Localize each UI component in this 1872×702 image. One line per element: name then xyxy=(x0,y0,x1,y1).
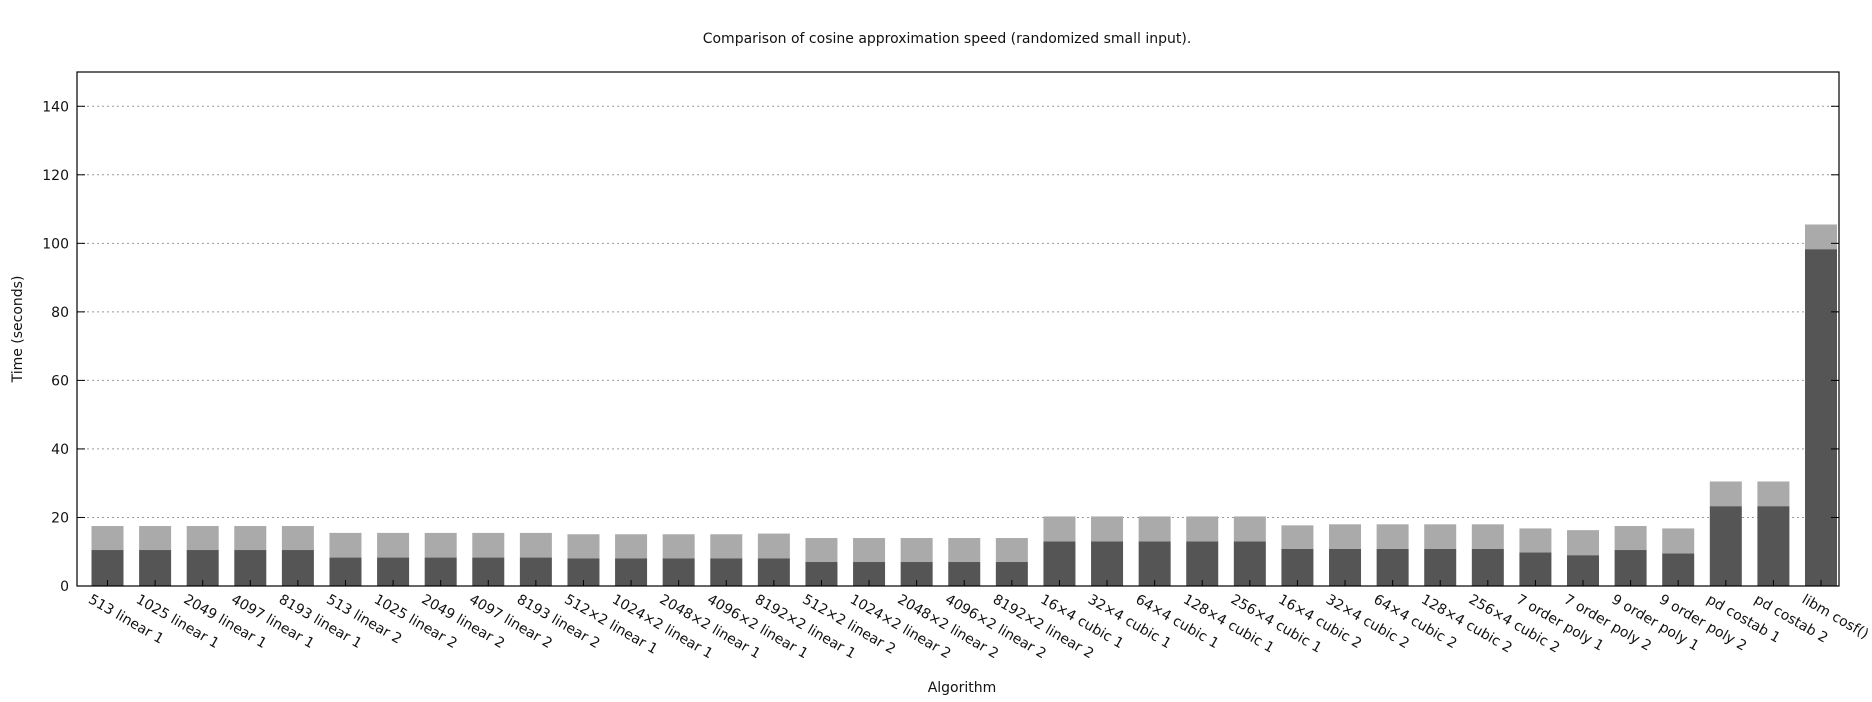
bar-segment-upper xyxy=(1757,481,1790,507)
bar-segment-upper xyxy=(1138,516,1171,542)
bar-segment-lower xyxy=(1186,541,1219,586)
y-axis-label: Time (seconds) xyxy=(10,276,26,384)
bar-segment-lower xyxy=(900,562,933,586)
y-tick-label: 20 xyxy=(51,510,69,526)
bar-segment-upper xyxy=(329,532,362,558)
bar-segment-upper xyxy=(472,532,505,558)
bar-segment-lower xyxy=(995,562,1028,586)
bar-segment-upper xyxy=(1424,524,1457,549)
bar-segment-upper xyxy=(1709,481,1742,507)
bar-segment-upper xyxy=(805,538,838,563)
bar-segment-lower xyxy=(1757,506,1790,586)
bar-segment-upper xyxy=(519,532,552,558)
y-tick-label: 40 xyxy=(51,442,69,458)
bar-segment-upper xyxy=(615,534,648,559)
bar-segment-upper xyxy=(1233,516,1266,542)
bar-segment-upper xyxy=(1091,516,1124,542)
bar-segment-lower xyxy=(1043,541,1076,586)
bar-segment-lower xyxy=(1471,548,1504,586)
bar-segment-lower xyxy=(1709,506,1742,586)
bar-segment-lower xyxy=(1805,249,1837,586)
bar-segment-upper xyxy=(1614,526,1647,551)
chart-title: Comparison of cosine approximation speed… xyxy=(703,31,1192,47)
y-tick-label: 120 xyxy=(42,168,69,184)
bar-segment-lower xyxy=(1329,548,1362,586)
bar-segment-upper xyxy=(91,526,124,551)
bar-segment-upper xyxy=(234,526,267,551)
bar-segment-upper xyxy=(710,534,743,559)
bar-segment-lower xyxy=(1376,548,1409,586)
bar-segment-lower xyxy=(1233,541,1266,586)
bar-segment-upper xyxy=(1662,528,1695,554)
bar-segment-upper xyxy=(377,532,410,558)
bar-segment-upper xyxy=(1329,524,1362,549)
bar-segment-lower xyxy=(1138,541,1171,586)
bar-segment-upper xyxy=(948,538,981,563)
y-tick-label: 60 xyxy=(51,373,69,389)
bar-segment-lower xyxy=(853,562,886,586)
bar-segment-upper xyxy=(1376,524,1409,549)
bar-segment-upper xyxy=(662,534,695,559)
bar-segment-upper xyxy=(900,538,933,563)
bar-segment-lower xyxy=(948,562,981,586)
bar-segment-upper xyxy=(567,534,600,559)
plot-frame xyxy=(76,71,1840,587)
bar-segment-lower xyxy=(1091,541,1124,586)
bar-segment-upper xyxy=(757,533,790,559)
bar-segment-upper xyxy=(995,538,1028,563)
bar-segment-upper xyxy=(1471,524,1504,549)
bar-segment-upper xyxy=(139,526,172,551)
bar-segment-upper xyxy=(1519,528,1552,553)
bar-segment-lower xyxy=(1281,548,1314,586)
bar-segment-upper xyxy=(1805,224,1837,250)
y-tick-label: 140 xyxy=(42,99,69,115)
bar-segment-lower xyxy=(805,562,838,586)
x-axis-label: Algorithm xyxy=(928,680,997,696)
bar-segment-upper xyxy=(1186,516,1219,542)
y-tick-label: 0 xyxy=(60,579,69,595)
bar-segment-upper xyxy=(1281,525,1314,549)
bar-segment-upper xyxy=(853,538,886,563)
y-axis-ticks: 0 20 40 60 80 100 120 140 xyxy=(42,99,1839,595)
bar-segment-upper xyxy=(424,532,457,558)
gridlines xyxy=(77,105,1839,518)
bar-segment-upper xyxy=(186,526,219,551)
bar-segment-upper xyxy=(1043,516,1076,542)
bar-segment-lower xyxy=(1424,548,1457,586)
y-tick-label: 100 xyxy=(42,236,69,252)
y-tick-label: 80 xyxy=(51,305,69,321)
bars xyxy=(91,224,1837,586)
bar-segment-upper xyxy=(1567,530,1600,556)
bar-segment-upper xyxy=(281,526,314,551)
